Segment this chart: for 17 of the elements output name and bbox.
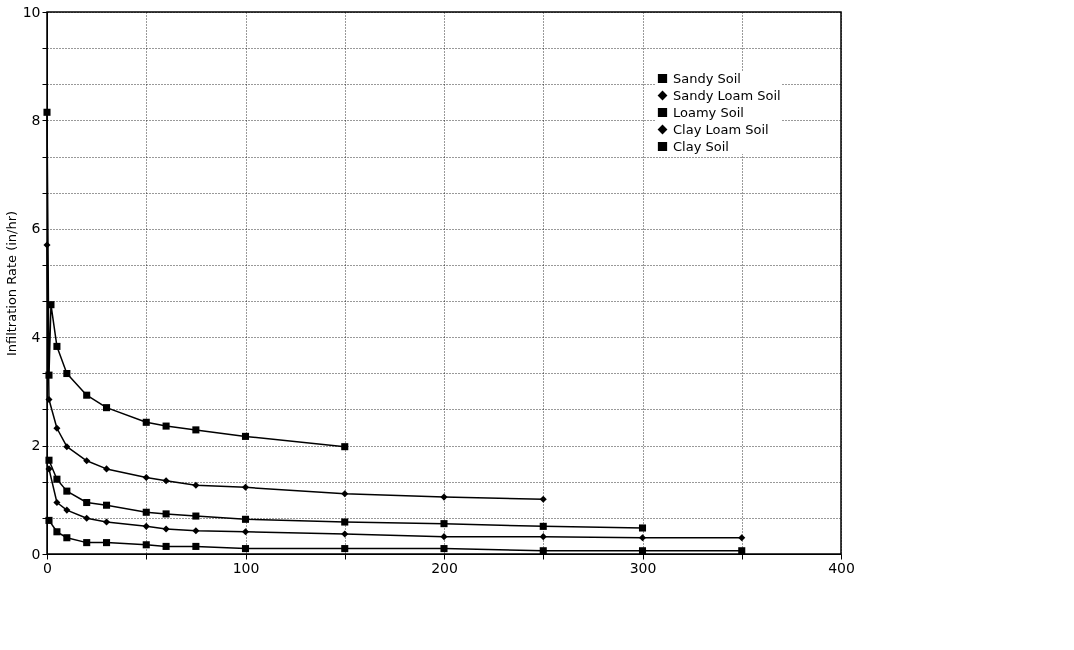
x-tick-label: 0 (43, 559, 52, 576)
y-tick-label: 10 (22, 3, 41, 20)
x-tick-label: 300 (629, 559, 657, 576)
y-axis-title: Infiltration Rate (in/hr) (3, 210, 19, 357)
x-tick-label: 100 (232, 559, 260, 576)
y-tick-label: 8 (31, 111, 41, 128)
x-tick-label: 400 (828, 559, 855, 576)
y-tick-label: 6 (31, 220, 41, 237)
y-tick-label: 4 (31, 328, 41, 345)
legend-label: Loamy Soil (673, 104, 744, 120)
x-tick-label: 200 (431, 559, 458, 576)
legend-label: Clay Soil (673, 138, 729, 154)
legend-label: Sandy Loam Soil (673, 87, 781, 103)
legend-label: Sandy Soil (673, 70, 741, 86)
legend-label: Clay Loam Soil (673, 121, 769, 137)
y-tick-label: 2 (31, 437, 41, 454)
y-tick-label: 0 (31, 545, 41, 562)
